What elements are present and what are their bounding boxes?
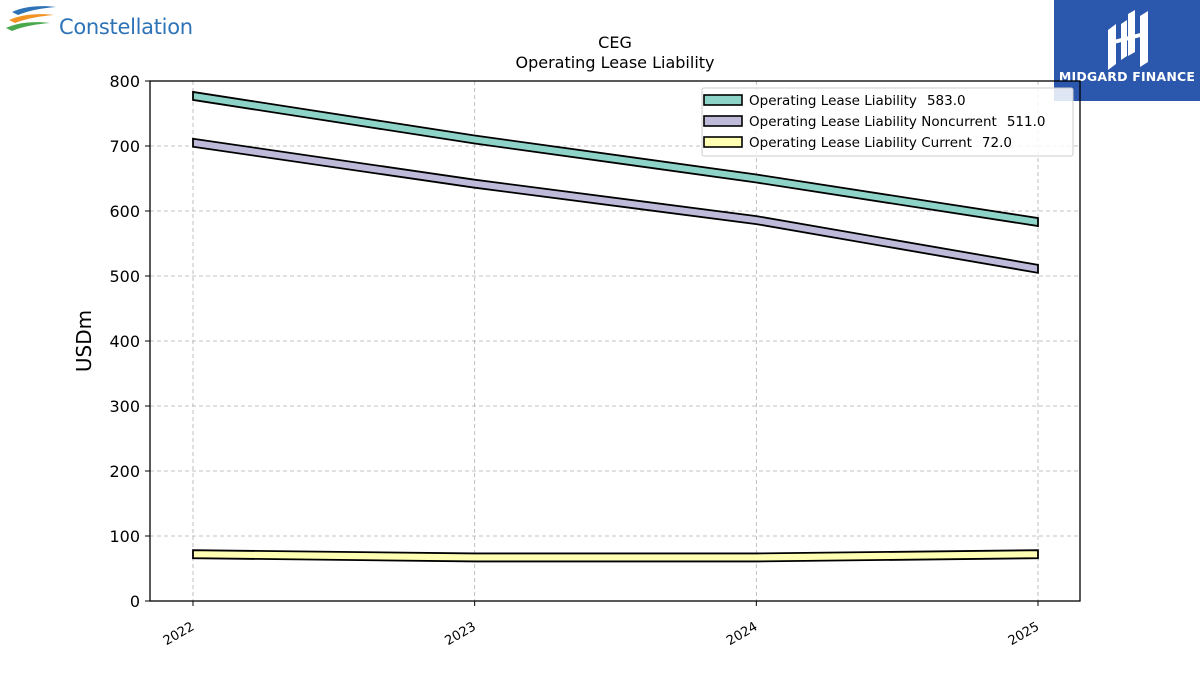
y-tick-label: 0 <box>130 592 140 611</box>
legend: Operating Lease Liability 583.0Operating … <box>701 87 1074 157</box>
chart-title: CEG <box>598 33 632 52</box>
legend-label: Operating Lease Liability Noncurrent 511.… <box>749 114 1046 130</box>
legend-series-name: Operating Lease Liability <box>749 93 917 109</box>
legend-label: Operating Lease Liability Current 72.0 <box>749 135 1012 151</box>
x-axis: 2022 2023 2024 2025 <box>161 601 1042 649</box>
legend-series-value: 511.0 <box>1007 114 1046 130</box>
legend-label: Operating Lease Liability 583.0 <box>749 93 966 109</box>
series-group <box>192 90 1039 563</box>
badge-text: MIDGARD FINANCE <box>1058 69 1196 84</box>
legend-swatch <box>703 94 743 106</box>
x-tick-label: 2024 <box>724 619 760 649</box>
x-tick-label: 2022 <box>161 619 197 649</box>
legend-swatch <box>703 136 743 148</box>
swoosh-icon <box>6 6 56 31</box>
series-line-1 <box>192 90 1039 228</box>
legend-box <box>701 87 1074 157</box>
legend-swatch <box>703 115 743 127</box>
midgard-finance-badge: MIDGARD FINANCE <box>1054 0 1200 101</box>
y-tick-label: 300 <box>109 397 140 416</box>
y-tick-label: 600 <box>109 202 140 221</box>
x-tick-label: 2023 <box>443 619 479 649</box>
legend-series-name: Operating Lease Liability Current <box>749 135 972 151</box>
y-tick-label: 700 <box>109 137 140 156</box>
constellation-logo: Constellation <box>4 4 214 44</box>
y-tick-label: 800 <box>109 72 140 91</box>
y-axis: 0 100 200 300 400 500 600 700 800 <box>109 72 150 611</box>
x-tick-label: 2025 <box>1006 619 1042 649</box>
series-line-2 <box>192 137 1039 274</box>
y-tick-label: 500 <box>109 267 140 286</box>
company-logo-text: Constellation <box>59 15 193 39</box>
y-tick-label: 200 <box>109 462 140 481</box>
legend-series-name: Operating Lease Liability Noncurrent <box>749 114 997 130</box>
chart-subtitle: Operating Lease Liability <box>515 53 714 72</box>
y-tick-label: 400 <box>109 332 140 351</box>
series-line-3 <box>192 549 1039 563</box>
legend-series-value: 583.0 <box>927 93 966 109</box>
y-axis-label: USDm <box>72 310 96 372</box>
y-tick-label: 100 <box>109 527 140 546</box>
midgard-logo-icon <box>1108 10 1148 70</box>
legend-series-value: 72.0 <box>982 135 1012 151</box>
